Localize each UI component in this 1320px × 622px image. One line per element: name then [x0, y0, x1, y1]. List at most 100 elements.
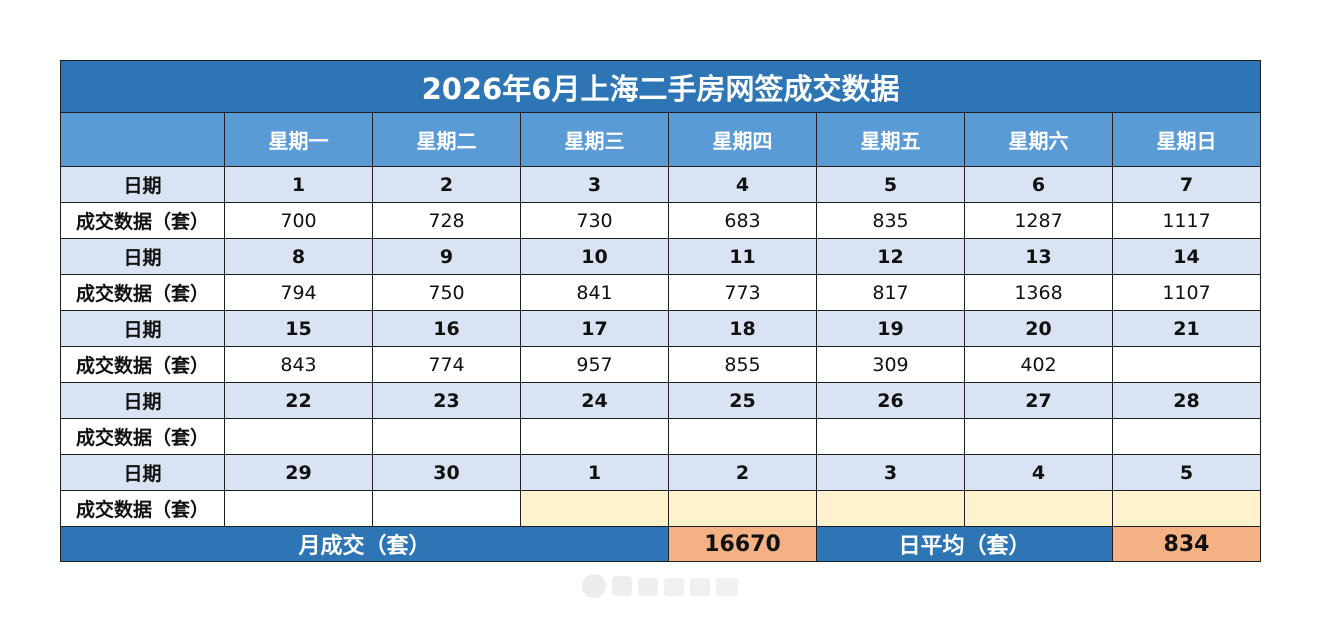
date-cell: 15 [224, 310, 373, 347]
date-cell: 3 [520, 166, 669, 203]
value-row-label: 成交数据（套） [60, 202, 225, 239]
value-cell: 774 [372, 346, 521, 383]
monthly-total-value: 16670 [668, 526, 817, 562]
value-cell: 835 [816, 202, 965, 239]
weekday-header: 星期三 [520, 112, 669, 167]
date-cell: 1 [224, 166, 373, 203]
date-cell: 25 [668, 382, 817, 419]
value-cell [964, 418, 1113, 455]
date-cell: 16 [372, 310, 521, 347]
daily-average-value: 834 [1111, 526, 1262, 562]
date-cell: 12 [816, 238, 965, 275]
value-row: 成交数据（套） 843 774 957 855 309 402 [60, 346, 1262, 383]
value-cell [816, 418, 965, 455]
date-row: 日期 29 30 1 2 3 4 5 [60, 454, 1262, 491]
value-cell: 700 [224, 202, 373, 239]
value-row: 成交数据（套） [60, 490, 1262, 527]
date-cell: 5 [1111, 454, 1262, 491]
weekday-header-row: 星期一 星期二 星期三 星期四 星期五 星期六 星期日 [60, 112, 1262, 167]
date-cell: 20 [964, 310, 1113, 347]
date-cell: 5 [816, 166, 965, 203]
next-month-value-cell [816, 490, 965, 527]
date-cell: 23 [372, 382, 521, 419]
weekday-header: 星期五 [816, 112, 965, 167]
date-cell: 9 [372, 238, 521, 275]
value-cell: 309 [816, 346, 965, 383]
weekday-header: 星期六 [964, 112, 1113, 167]
date-cell: 2 [372, 166, 521, 203]
value-row-label: 成交数据（套） [60, 346, 225, 383]
next-month-value-cell [668, 490, 817, 527]
watermark-logo [582, 574, 738, 598]
value-cell: 728 [372, 202, 521, 239]
date-cell: 21 [1111, 310, 1262, 347]
value-row-label: 成交数据（套） [60, 418, 225, 455]
value-cell: 841 [520, 274, 669, 311]
date-row-label: 日期 [60, 310, 225, 347]
value-cell [372, 490, 521, 527]
value-cell [668, 418, 817, 455]
weekday-header: 星期四 [668, 112, 817, 167]
value-cell: 855 [668, 346, 817, 383]
summary-row: 月成交（套） 16670 日平均（套） 834 [60, 526, 1262, 562]
value-cell: 1107 [1111, 274, 1262, 311]
date-row-label: 日期 [60, 382, 225, 419]
value-row: 成交数据（套） 794 750 841 773 817 1368 1107 [60, 274, 1262, 311]
value-cell: 730 [520, 202, 669, 239]
date-row: 日期 15 16 17 18 19 20 21 [60, 310, 1262, 347]
value-cell: 1287 [964, 202, 1113, 239]
value-cell: 817 [816, 274, 965, 311]
monthly-total-label: 月成交（套） [60, 526, 669, 562]
value-cell: 683 [668, 202, 817, 239]
date-row-label: 日期 [60, 454, 225, 491]
date-cell: 6 [964, 166, 1113, 203]
title-row: 2026年6月上海二手房网签成交数据 [59, 60, 1262, 113]
table-title: 2026年6月上海二手房网签成交数据 [59, 60, 1262, 113]
date-cell: 24 [520, 382, 669, 419]
date-cell: 26 [816, 382, 965, 419]
value-row-label: 成交数据（套） [60, 490, 225, 527]
date-cell: 2 [668, 454, 817, 491]
date-cell: 11 [668, 238, 817, 275]
value-cell: 843 [224, 346, 373, 383]
weekday-header: 星期日 [1111, 112, 1262, 167]
value-cell [224, 418, 373, 455]
date-cell: 19 [816, 310, 965, 347]
value-cell: 794 [224, 274, 373, 311]
date-cell: 18 [668, 310, 817, 347]
value-cell [1111, 346, 1262, 383]
value-cell [520, 418, 669, 455]
value-cell: 750 [372, 274, 521, 311]
next-month-value-cell [520, 490, 669, 527]
value-cell: 957 [520, 346, 669, 383]
date-cell: 7 [1111, 166, 1262, 203]
daily-average-label: 日平均（套） [816, 526, 1113, 562]
date-row-label: 日期 [60, 166, 225, 203]
value-cell [372, 418, 521, 455]
value-row: 成交数据（套） [60, 418, 1262, 455]
date-cell: 10 [520, 238, 669, 275]
date-cell: 1 [520, 454, 669, 491]
value-row-label: 成交数据（套） [60, 274, 225, 311]
sales-table-wrapper: 2026年6月上海二手房网签成交数据 星期一 星期二 星期三 星期四 星期五 星… [59, 60, 1262, 562]
value-cell: 773 [668, 274, 817, 311]
sales-table: 2026年6月上海二手房网签成交数据 星期一 星期二 星期三 星期四 星期五 星… [59, 60, 1262, 562]
value-cell: 402 [964, 346, 1113, 383]
date-row-label: 日期 [60, 238, 225, 275]
value-cell [224, 490, 373, 527]
value-cell: 1117 [1111, 202, 1262, 239]
next-month-value-cell [1111, 490, 1262, 527]
weekday-header: 星期一 [224, 112, 373, 167]
date-cell: 29 [224, 454, 373, 491]
date-cell: 14 [1111, 238, 1262, 275]
date-cell: 17 [520, 310, 669, 347]
date-row: 日期 22 23 24 25 26 27 28 [60, 382, 1262, 419]
value-cell [1111, 418, 1262, 455]
date-cell: 27 [964, 382, 1113, 419]
date-row: 日期 8 9 10 11 12 13 14 [60, 238, 1262, 275]
date-cell: 4 [964, 454, 1113, 491]
date-cell: 13 [964, 238, 1113, 275]
weekday-header: 星期二 [372, 112, 521, 167]
date-cell: 22 [224, 382, 373, 419]
value-cell: 1368 [964, 274, 1113, 311]
